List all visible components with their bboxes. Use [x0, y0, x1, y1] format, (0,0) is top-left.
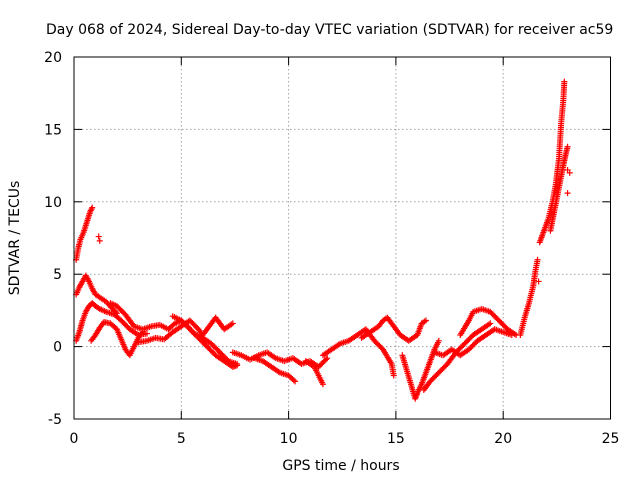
- data-point: [96, 237, 103, 244]
- data-point: [561, 78, 568, 85]
- x-tick-label: 10: [280, 431, 298, 447]
- data-point: [95, 233, 102, 240]
- x-tick-label: 5: [177, 431, 186, 447]
- data-point: [566, 169, 573, 176]
- data-point: [229, 320, 236, 327]
- y-tick-labels: -5 0 5 10 15 20: [44, 50, 62, 428]
- x-tick-label: 0: [70, 431, 79, 447]
- data-point: [487, 320, 494, 327]
- ticks: [73, 56, 611, 420]
- data-point: [390, 372, 397, 379]
- data-point: [435, 337, 442, 344]
- data-point: [535, 278, 542, 285]
- y-tick-label: 5: [53, 267, 62, 283]
- y-tick-label: -5: [48, 412, 62, 428]
- y-tick-label: 15: [44, 122, 62, 138]
- data-point: [290, 377, 297, 384]
- data-point: [564, 190, 571, 197]
- data-point: [319, 381, 326, 388]
- data-point: [292, 378, 299, 385]
- x-tick-labels: 0 5 10 15 20 25: [70, 431, 620, 447]
- data-point: [324, 355, 331, 362]
- data-point: [234, 362, 241, 369]
- grid: [74, 57, 611, 419]
- y-axis-label: SDTVAR / TECUs: [7, 181, 23, 296]
- data-point: [534, 256, 541, 263]
- chart-title: Day 068 of 2024, Sidereal Day-to-day VTE…: [46, 22, 613, 38]
- data-point: [143, 330, 150, 337]
- x-tick-label: 25: [602, 431, 620, 447]
- x-tick-label: 20: [494, 431, 512, 447]
- y-tick-label: 10: [44, 195, 62, 211]
- data-point: [564, 143, 571, 150]
- data-points: [73, 78, 573, 402]
- x-tick-label: 15: [387, 431, 405, 447]
- data-point: [323, 356, 330, 363]
- x-axis-label: GPS time / hours: [282, 458, 399, 474]
- y-tick-label: 20: [44, 50, 62, 66]
- plot-frame: [73, 56, 611, 420]
- y-tick-label: 0: [53, 340, 62, 356]
- data-point: [89, 204, 96, 211]
- data-point: [422, 317, 429, 324]
